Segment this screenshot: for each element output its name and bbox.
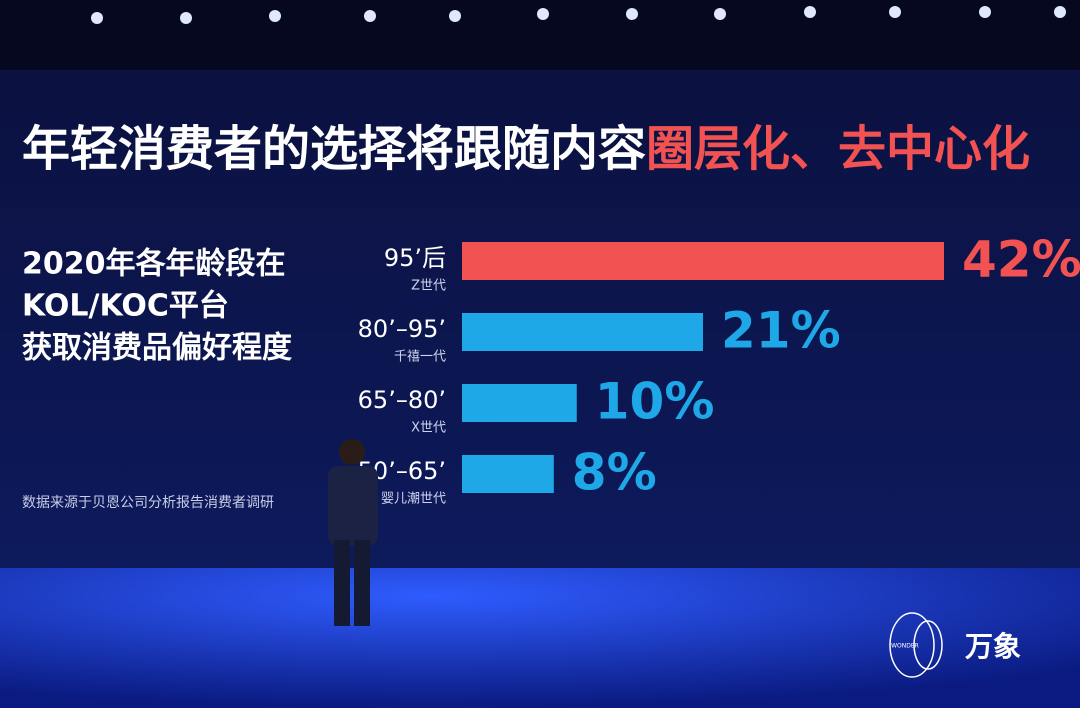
title-red: 圈层化、去中心化 (646, 121, 1030, 177)
logo-sub: WONDER (891, 643, 919, 650)
value-label: 8% (572, 444, 657, 502)
value-label: 21% (721, 302, 841, 360)
logo-text: 万象 (965, 630, 1021, 663)
subtitle: 获取消费品偏好程度 (22, 331, 292, 366)
category-note: 婴儿潮世代 (381, 492, 446, 507)
category-label: 80’–95’ (358, 315, 446, 343)
category-note: Z世代 (411, 279, 446, 294)
source: 数据来源于贝恩公司分析报告消费者调研 (22, 495, 274, 511)
subtitle: KOL/KOC平台 (22, 289, 229, 324)
speaker (328, 439, 378, 626)
stage-floor (0, 568, 1080, 708)
title-white: 年轻消费者的选择将跟随内容 (22, 121, 646, 177)
subtitle: 2020年各年龄段在 (22, 247, 286, 282)
logo: WONDER 万象 (889, 612, 1021, 678)
category-note: 千禧一代 (394, 350, 446, 365)
value-label: 10% (595, 373, 715, 431)
bar (462, 313, 703, 351)
value-label: 42% (962, 231, 1080, 289)
lights (91, 6, 1066, 24)
bar (462, 384, 577, 422)
bar (462, 242, 944, 280)
category-label: 65’–80’ (358, 386, 446, 414)
bar (462, 455, 554, 493)
category-label: 95’后 (384, 244, 446, 272)
category-note: X世代 (411, 421, 446, 436)
chart-title: 年轻消费者的选择将跟随内容圈层化、去中心化 (22, 121, 1030, 177)
